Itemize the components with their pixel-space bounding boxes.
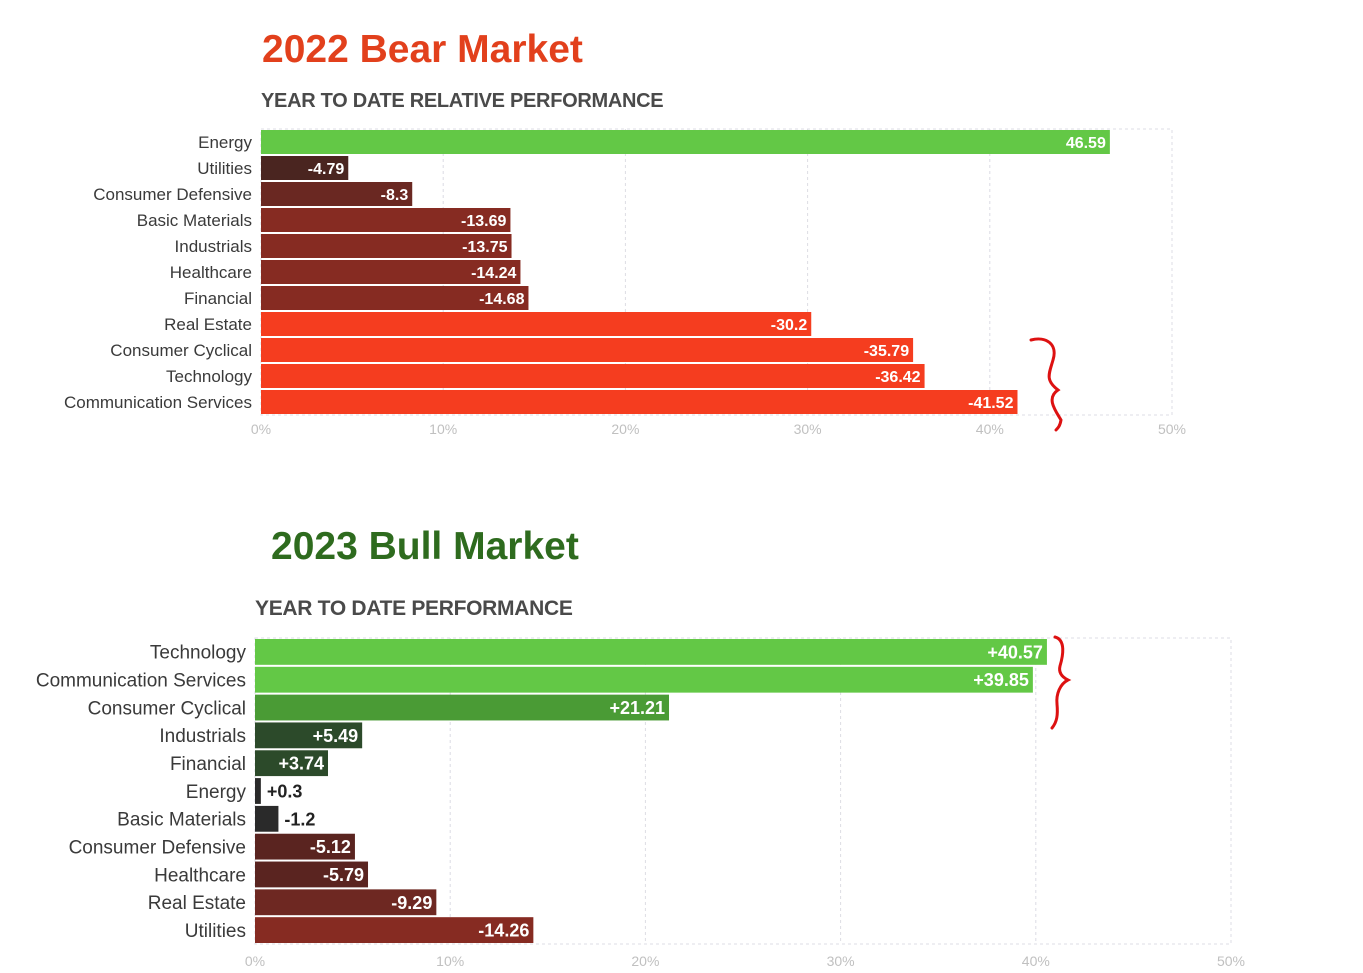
bar <box>255 917 534 943</box>
bar <box>255 666 1033 693</box>
x-tick-label: 20% <box>631 953 659 969</box>
bar <box>255 805 279 832</box>
data-label: -8.3 <box>381 187 409 204</box>
x-tick-label: 50% <box>1158 421 1186 437</box>
category-label: Healthcare <box>170 263 252 282</box>
data-label: -41.52 <box>968 395 1013 412</box>
bar <box>255 861 369 888</box>
category-label: Financial <box>170 754 246 775</box>
category-label: Basic Materials <box>117 810 246 831</box>
data-label: +0.3 <box>267 781 303 801</box>
category-label: Communication Services <box>36 671 246 692</box>
bar <box>255 889 437 916</box>
data-label: -35.79 <box>864 343 909 360</box>
bar <box>261 286 529 310</box>
category-label: Utilities <box>185 921 246 942</box>
bar <box>255 639 1047 665</box>
category-label: Real Estate <box>148 893 246 914</box>
x-tick-label: 30% <box>827 953 855 969</box>
bar <box>261 364 925 388</box>
category-label: Technology <box>166 367 253 386</box>
category-label: Financial <box>184 289 252 308</box>
category-label: Consumer Cyclical <box>88 698 246 719</box>
category-label: Industrials <box>175 237 252 256</box>
bar <box>261 390 1018 414</box>
data-label: -36.42 <box>875 369 920 386</box>
bar <box>255 778 261 804</box>
x-tick-label: 0% <box>245 953 265 969</box>
x-tick-label: 50% <box>1217 953 1245 969</box>
data-label: +40.57 <box>987 642 1043 662</box>
data-label: -13.75 <box>462 239 507 256</box>
category-label: Industrials <box>159 726 246 747</box>
bear-chart-subtitle: YEAR TO DATE RELATIVE PERFORMANCE <box>261 90 664 112</box>
bear-chart-title: 2022 Bear Market <box>262 28 583 71</box>
category-label: Consumer Defensive <box>69 837 246 858</box>
category-label: Healthcare <box>154 865 246 886</box>
data-label: -30.2 <box>771 317 808 334</box>
bar <box>261 260 521 284</box>
x-tick-label: 40% <box>976 421 1004 437</box>
bar <box>261 156 349 180</box>
bar <box>255 722 363 749</box>
bull-chart-title: 2023 Bull Market <box>271 525 579 568</box>
data-label: +39.85 <box>973 670 1029 690</box>
data-label: -14.24 <box>471 265 516 282</box>
bar <box>261 208 511 232</box>
x-tick-label: 30% <box>794 421 822 437</box>
x-tick-label: 20% <box>611 421 639 437</box>
x-tick-label: 40% <box>1022 953 1050 969</box>
x-tick-label: 0% <box>251 421 271 437</box>
bar <box>255 750 329 777</box>
data-label: -1.2 <box>284 809 315 829</box>
category-label: Communication Services <box>64 393 252 412</box>
category-label: Energy <box>186 782 247 803</box>
data-label: -5.79 <box>323 865 364 885</box>
bar <box>261 338 914 362</box>
bar <box>255 833 355 860</box>
x-tick-label: 10% <box>429 421 457 437</box>
data-label: 46.59 <box>1066 135 1106 152</box>
data-label: -5.12 <box>310 837 351 857</box>
data-label: -14.26 <box>478 921 529 941</box>
plot-frame <box>254 637 1232 945</box>
bear-market-bar-chart: 0% 10% 20% 30% 40% 50% Energy 46.59 Utilities -4.… <box>64 128 1186 437</box>
category-label: Basic Materials <box>137 211 252 230</box>
category-label: Technology <box>150 643 247 664</box>
bar <box>261 182 413 206</box>
data-label: -4.79 <box>308 161 345 178</box>
bar <box>261 234 512 258</box>
x-tick-label: 10% <box>436 953 464 969</box>
bar <box>261 312 812 336</box>
data-label: +3.74 <box>278 754 324 774</box>
category-label: Energy <box>198 133 252 152</box>
bar <box>261 130 1110 154</box>
bull-market-bar-chart: 0% 10% 20% 30% 40% 50% Technology +40.57 Communi… <box>36 637 1245 969</box>
category-label: Utilities <box>197 159 252 178</box>
data-label: +21.21 <box>609 698 665 718</box>
data-label: -9.29 <box>391 893 432 913</box>
category-label: Consumer Defensive <box>93 185 252 204</box>
category-label: Real Estate <box>164 315 252 334</box>
category-label: Consumer Cyclical <box>110 341 252 360</box>
data-label: -14.68 <box>479 291 524 308</box>
data-label: +5.49 <box>313 726 359 746</box>
bar <box>255 694 670 721</box>
data-label: -13.69 <box>461 213 506 230</box>
bull-chart-subtitle: YEAR TO DATE PERFORMANCE <box>255 597 573 620</box>
